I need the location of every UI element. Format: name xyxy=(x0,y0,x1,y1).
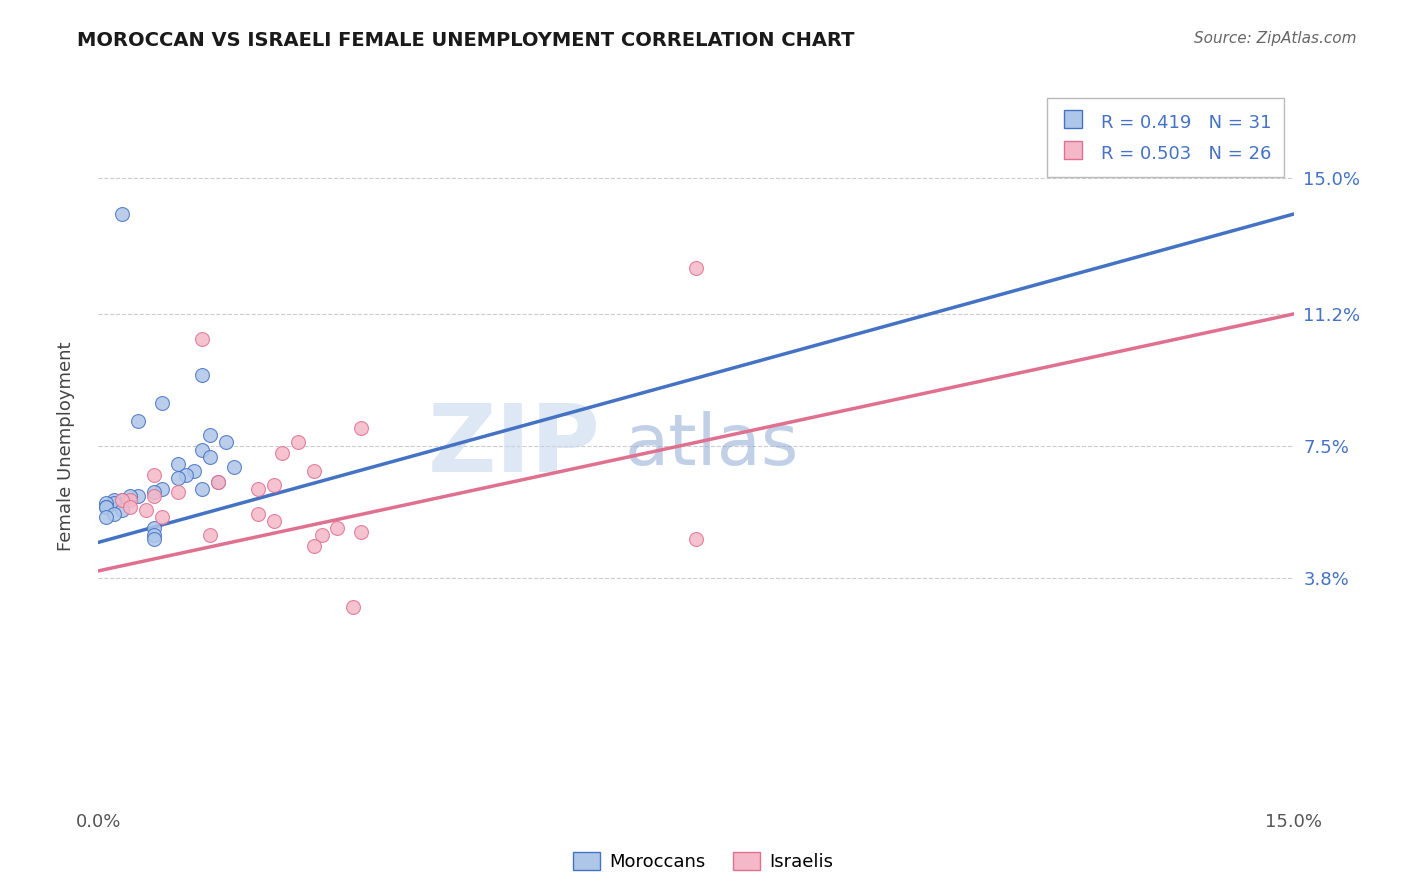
Point xyxy=(287,435,309,450)
Point xyxy=(143,521,166,535)
Point xyxy=(111,492,134,507)
Point xyxy=(174,467,197,482)
Point xyxy=(183,464,205,478)
Point xyxy=(167,485,190,500)
Point xyxy=(111,503,134,517)
Point xyxy=(111,207,134,221)
Point xyxy=(167,471,190,485)
Point xyxy=(103,496,125,510)
Point xyxy=(96,496,118,510)
Point xyxy=(120,489,142,503)
Point xyxy=(207,475,229,489)
Point xyxy=(302,539,325,553)
Point xyxy=(263,478,285,492)
Point xyxy=(198,428,221,442)
Point xyxy=(685,532,707,546)
Point xyxy=(191,332,214,346)
Text: MOROCCAN VS ISRAELI FEMALE UNEMPLOYMENT CORRELATION CHART: MOROCCAN VS ISRAELI FEMALE UNEMPLOYMENT … xyxy=(77,31,855,50)
Point xyxy=(143,485,166,500)
Legend: R = 0.419   N = 31, R = 0.503   N = 26: R = 0.419 N = 31, R = 0.503 N = 26 xyxy=(1047,98,1285,177)
Point xyxy=(342,599,364,614)
Point xyxy=(191,368,214,382)
Point xyxy=(246,482,269,496)
Point xyxy=(685,260,707,275)
Point xyxy=(350,524,373,539)
Point xyxy=(96,500,118,514)
Point xyxy=(120,500,142,514)
Point xyxy=(302,464,325,478)
Point xyxy=(96,500,118,514)
Point xyxy=(167,457,190,471)
Point xyxy=(270,446,292,460)
Point xyxy=(207,475,229,489)
Point xyxy=(215,435,238,450)
Point xyxy=(150,510,173,524)
Point xyxy=(143,489,166,503)
Point xyxy=(111,492,134,507)
Point xyxy=(191,442,214,457)
Y-axis label: Female Unemployment: Female Unemployment xyxy=(56,342,75,550)
Point xyxy=(246,507,269,521)
Point xyxy=(103,507,125,521)
Point xyxy=(143,532,166,546)
Point xyxy=(143,528,166,542)
Point xyxy=(143,467,166,482)
Text: ZIP: ZIP xyxy=(427,400,600,492)
Point xyxy=(198,528,221,542)
Point xyxy=(222,460,245,475)
Point xyxy=(350,421,373,435)
Point xyxy=(127,489,149,503)
Point xyxy=(103,492,125,507)
Point xyxy=(191,482,214,496)
Point xyxy=(198,450,221,464)
Point xyxy=(263,514,285,528)
Point xyxy=(135,503,157,517)
Text: atlas: atlas xyxy=(624,411,799,481)
Point xyxy=(326,521,349,535)
Point xyxy=(150,482,173,496)
Point xyxy=(96,510,118,524)
Point xyxy=(120,492,142,507)
Point xyxy=(127,414,149,428)
Point xyxy=(150,396,173,410)
Point xyxy=(311,528,333,542)
Text: Source: ZipAtlas.com: Source: ZipAtlas.com xyxy=(1194,31,1357,46)
Legend: Moroccans, Israelis: Moroccans, Israelis xyxy=(567,845,839,879)
